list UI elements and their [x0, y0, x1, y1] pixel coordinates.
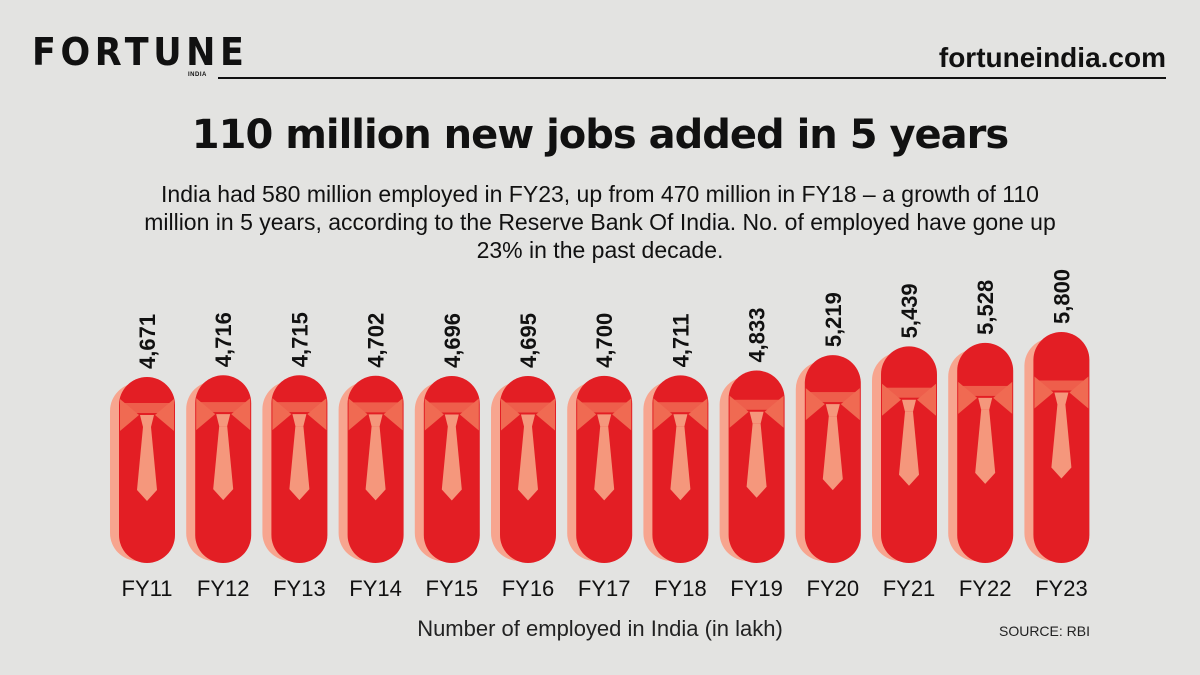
data-label: 4,716 — [211, 312, 236, 367]
x-tick-label: FY18 — [654, 576, 707, 601]
bar-group — [186, 375, 252, 563]
x-tick-label: FY23 — [1035, 576, 1088, 601]
x-tick-label: FY22 — [959, 576, 1012, 601]
data-label: 4,671 — [135, 314, 160, 369]
x-tick-label: FY17 — [578, 576, 631, 601]
bar-group — [414, 376, 480, 563]
tie-knot — [521, 414, 535, 427]
shirt-collar-band — [122, 403, 172, 413]
shirt-collar-band — [1036, 380, 1087, 391]
tie-blade — [670, 426, 691, 501]
shirt-collar-band — [198, 402, 249, 413]
tie-blade — [365, 426, 386, 501]
tie-blade — [746, 423, 767, 498]
chart-subtitle: India had 580 million employed in FY23, … — [144, 181, 1056, 263]
data-label: 5,439 — [897, 283, 922, 338]
tie-knot — [292, 414, 307, 427]
tie-knot — [902, 399, 916, 412]
shirt-collar-band — [731, 399, 782, 410]
tie-knot — [597, 414, 612, 427]
source-note: SOURCE: RBI — [998, 623, 1090, 639]
bar-group — [948, 342, 1014, 563]
x-tick-label: FY20 — [807, 576, 860, 601]
x-tick-label: FY14 — [349, 576, 402, 601]
data-label: 4,715 — [287, 312, 312, 367]
x-tick-label: FY16 — [502, 576, 555, 601]
shirt-collar-band — [807, 392, 858, 403]
data-label: 4,695 — [516, 313, 541, 368]
shirt-collar-band — [350, 402, 401, 413]
tie-knot — [749, 411, 764, 424]
site-url: fortuneindia.com — [938, 42, 1166, 73]
tie-blade — [1051, 404, 1072, 479]
bar-group — [262, 375, 328, 563]
bar-group — [491, 376, 556, 563]
tie-knot — [444, 414, 459, 427]
shirt-collar-band — [655, 402, 706, 413]
data-label: 4,702 — [364, 313, 389, 368]
tie-blade — [137, 427, 157, 501]
data-label: 4,711 — [668, 314, 693, 368]
tie-knot — [216, 414, 231, 427]
bar-group — [110, 377, 175, 563]
data-label: 5,219 — [821, 292, 846, 347]
tie-knot — [368, 414, 383, 427]
x-tick-label: FY12 — [197, 576, 250, 601]
tie-knot — [673, 414, 688, 427]
tie-blade — [518, 426, 538, 501]
bar-group — [338, 375, 404, 563]
tie-knot — [1054, 392, 1069, 405]
shirt-collar-band — [503, 402, 553, 413]
shirt-collar-band — [960, 385, 1011, 396]
data-label: 5,800 — [1049, 269, 1074, 324]
x-tick-label: FY15 — [426, 576, 479, 601]
data-label: 5,528 — [973, 280, 998, 335]
fortune-logo: FORTUNE — [32, 30, 249, 74]
shirt-collar-band — [274, 402, 325, 413]
bar-group — [643, 375, 709, 563]
bar-group — [567, 375, 633, 563]
x-axis-title: Number of employed in India (in lakh) — [417, 616, 783, 641]
shirt-collar-band — [426, 402, 477, 413]
data-label: 4,696 — [440, 313, 465, 368]
x-tick-label: FY19 — [730, 576, 783, 601]
tie-blade — [441, 426, 462, 501]
tie-blade — [594, 426, 615, 501]
tie-blade — [213, 426, 234, 501]
x-tick-label: FY13 — [273, 576, 326, 601]
x-tick-label: FY11 — [122, 576, 173, 601]
shirt-collar-band — [579, 402, 630, 413]
fortune-logo-subtext: INDIA — [188, 72, 207, 78]
shirt-collar-band — [884, 387, 934, 398]
bar-group — [872, 346, 937, 563]
x-tick-label: FY21 — [883, 576, 936, 601]
tie-blade — [822, 416, 843, 491]
header-rule — [218, 77, 1166, 79]
tie-blade — [975, 409, 996, 484]
tie-knot — [978, 397, 993, 410]
bar-group — [795, 355, 861, 563]
chart-title: 110 million new jobs added in 5 years — [191, 112, 1009, 158]
bar-group — [719, 370, 785, 563]
tie-knot — [825, 404, 840, 417]
tie-knot — [140, 415, 154, 427]
tie-blade — [289, 426, 310, 501]
tie-blade — [899, 411, 919, 486]
data-label: 4,700 — [592, 313, 617, 368]
bar-group — [1024, 332, 1090, 563]
data-label: 4,833 — [745, 307, 770, 362]
